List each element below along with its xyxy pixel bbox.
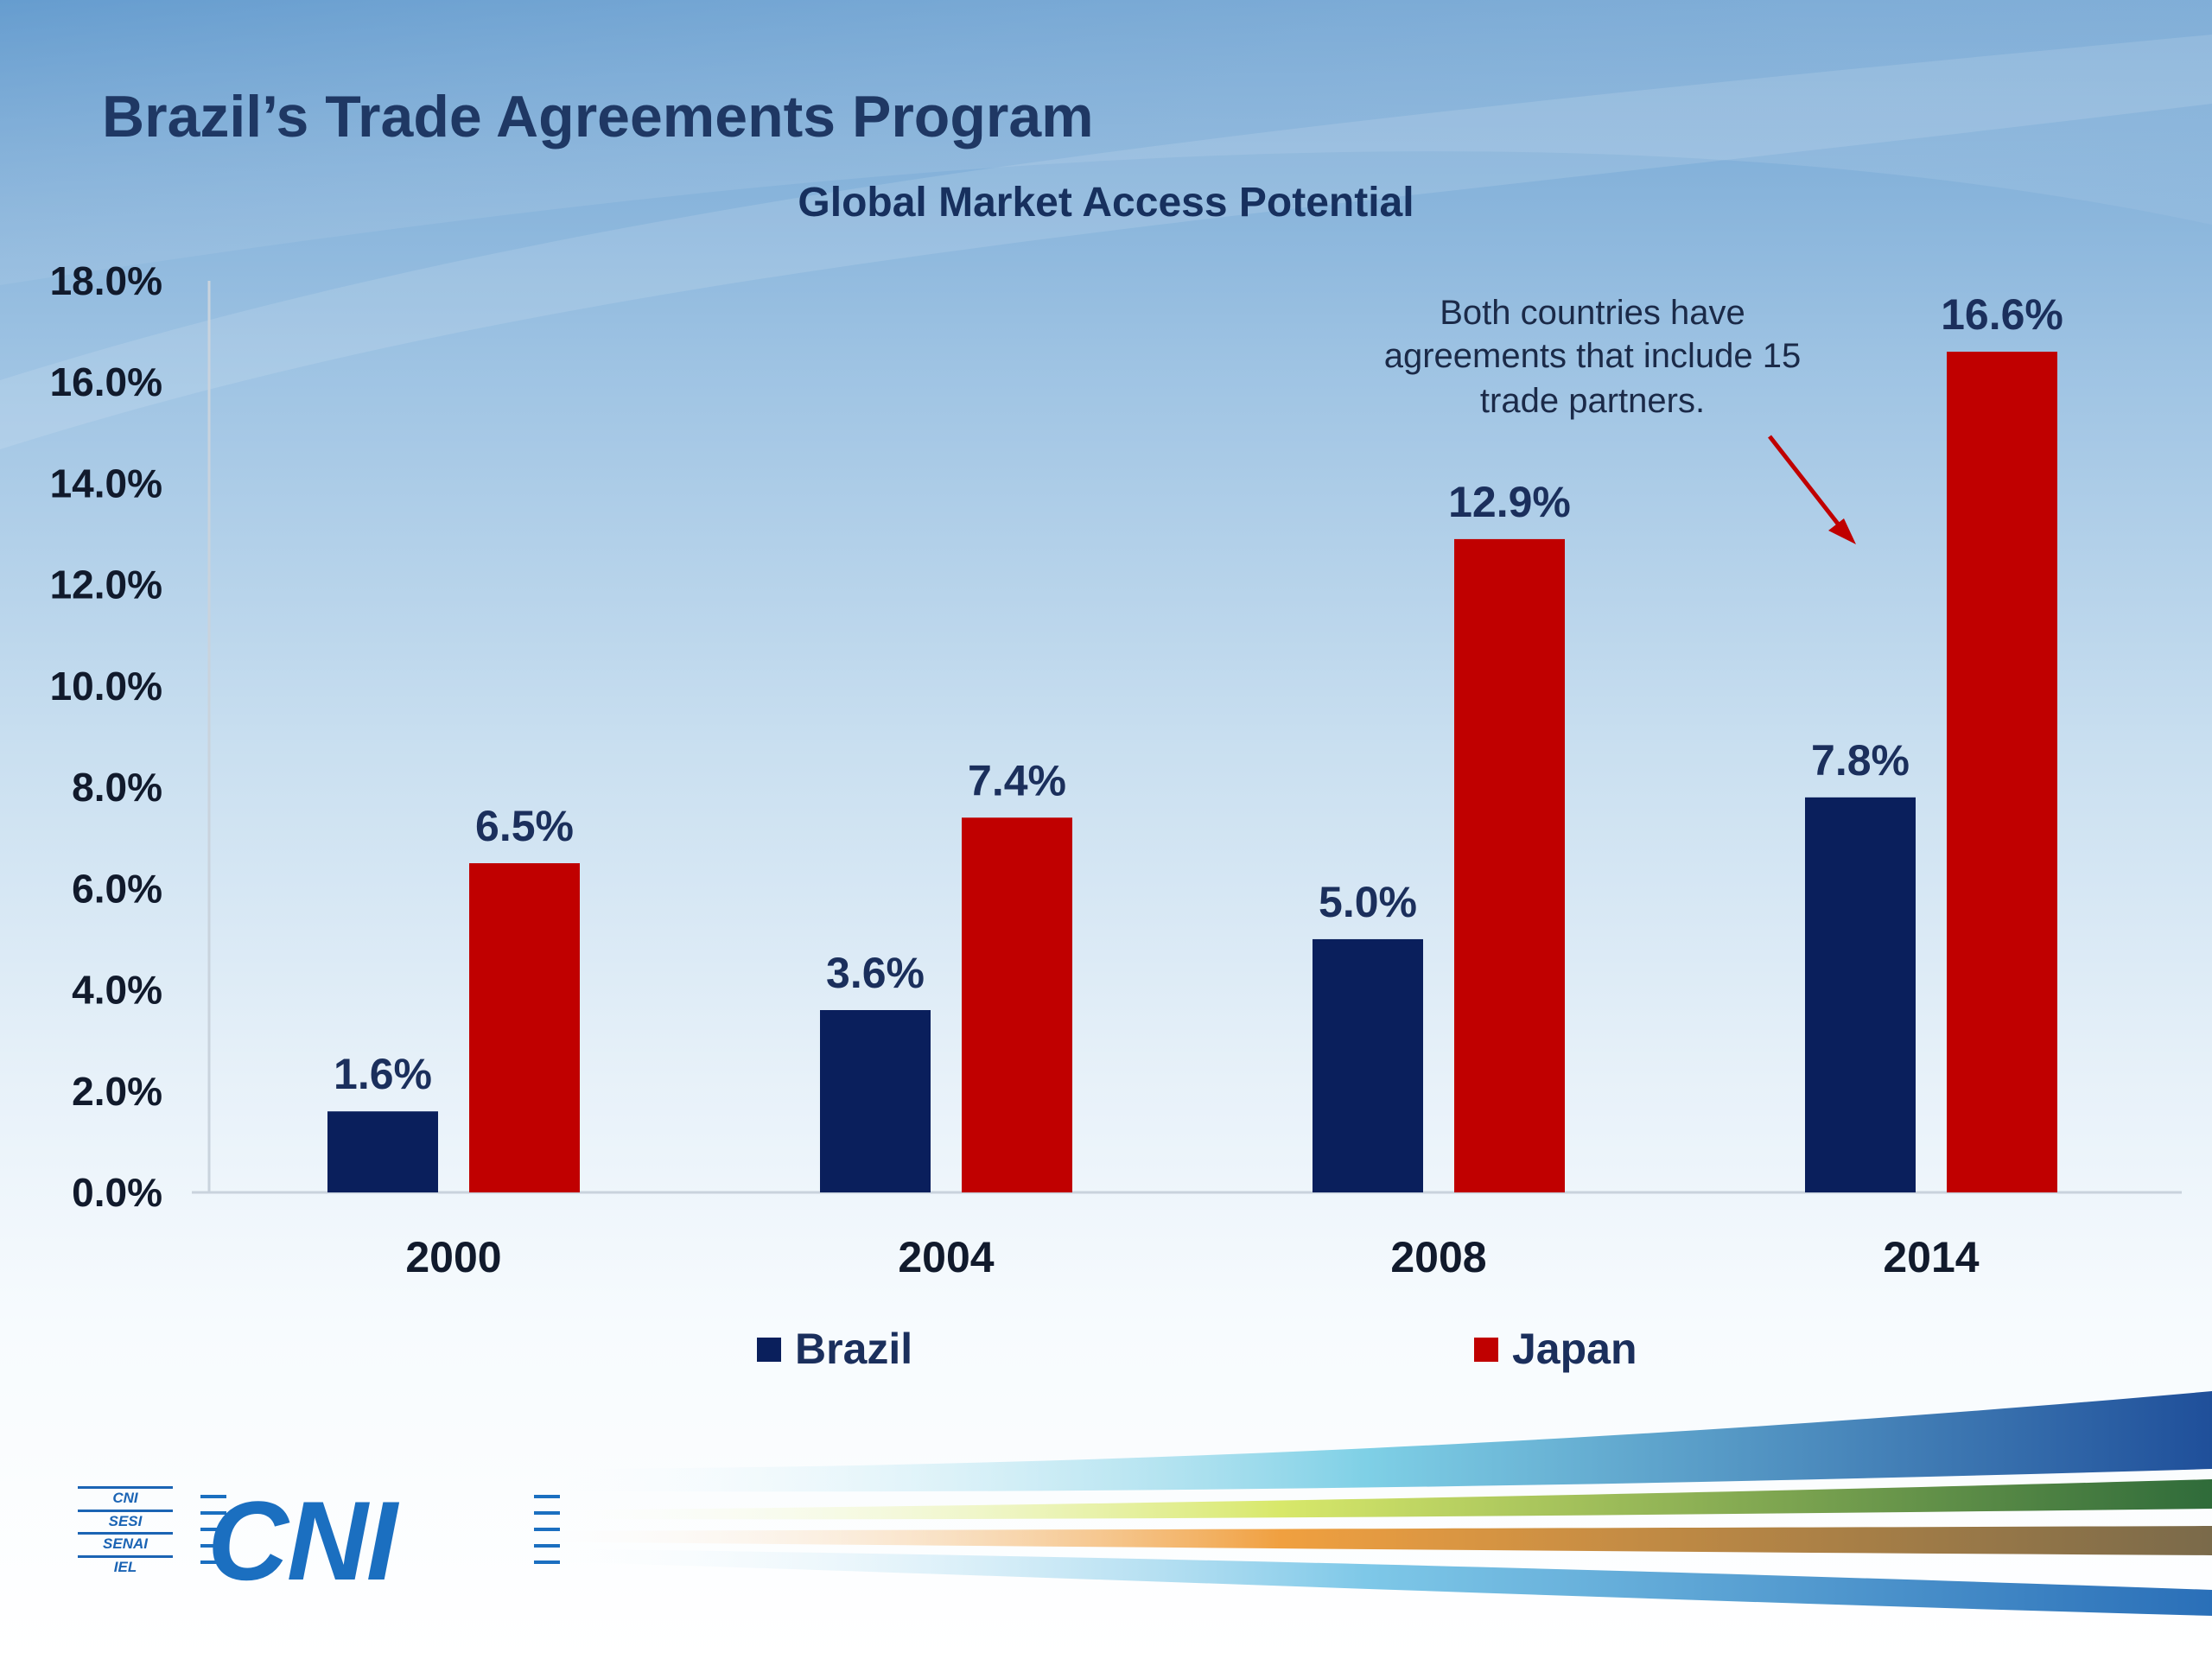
y-tick-label: 6.0% xyxy=(72,866,162,911)
bar-brazil-2014 xyxy=(1805,797,1916,1192)
page-title: Brazil’s Trade Agreements Program xyxy=(102,84,1094,149)
bars xyxy=(327,352,2057,1192)
bar-brazil-2004 xyxy=(820,1010,931,1192)
y-tick-label: 16.0% xyxy=(50,359,162,404)
bar-brazil-2000 xyxy=(327,1111,438,1192)
logo-sub-line: SENAI xyxy=(78,1532,173,1553)
x-categories: 2000 2004 2008 2014 xyxy=(405,1233,1979,1281)
logo-decor-lines-left xyxy=(200,1495,226,1585)
legend: Brazil Japan xyxy=(757,1325,1637,1373)
bar-labels: 1.6% 6.5% 3.6% 7.4% 5.0% 12.9% 7.8% 16.6% xyxy=(334,290,2063,1098)
annotation-line-2: agreements that include 15 xyxy=(1384,337,1802,375)
y-tick-label: 12.0% xyxy=(50,563,162,607)
bar-japan-2004 xyxy=(962,817,1072,1192)
data-label-japan-2014: 16.6% xyxy=(1941,290,2063,339)
y-tick-label: 18.0% xyxy=(50,258,162,303)
data-label-brazil-2000: 1.6% xyxy=(334,1050,432,1098)
bar-brazil-2008 xyxy=(1313,938,1423,1192)
legend-swatch-brazil xyxy=(757,1338,781,1362)
data-label-brazil-2008: 5.0% xyxy=(1319,878,1417,926)
x-category-label: 2004 xyxy=(898,1233,994,1281)
annotation-arrow-head xyxy=(1828,518,1856,544)
legend-label-brazil: Brazil xyxy=(795,1325,912,1373)
data-label-brazil-2004: 3.6% xyxy=(826,949,925,997)
logo-decor-lines-right xyxy=(534,1495,560,1585)
y-tick-label: 14.0% xyxy=(50,461,162,505)
annotation: Both countries have agreements that incl… xyxy=(1384,294,1856,544)
data-label-brazil-2014: 7.8% xyxy=(1811,736,1910,785)
bar-japan-2014 xyxy=(1947,352,2057,1192)
data-label-japan-2008: 12.9% xyxy=(1448,478,1571,526)
cni-logo: CNI SESI SENAI IEL CNI xyxy=(78,1478,560,1604)
logo-sub-entities: CNI SESI SENAI IEL xyxy=(78,1486,173,1576)
y-tick-label: 0.0% xyxy=(72,1170,162,1215)
y-tick-label: 10.0% xyxy=(50,664,162,709)
data-label-japan-2004: 7.4% xyxy=(968,756,1066,804)
data-label-japan-2000: 6.5% xyxy=(475,802,574,850)
x-category-label: 2008 xyxy=(1390,1233,1486,1281)
logo-sub-line: SESI xyxy=(78,1509,173,1530)
y-ticks: 0.0% 2.0% 4.0% 6.0% 8.0% 10.0% 12.0% 14.0% 16.0%… xyxy=(50,258,162,1215)
annotation-line-1: Both countries have xyxy=(1440,294,1745,332)
bar-japan-2000 xyxy=(469,863,580,1192)
x-category-label: 2000 xyxy=(405,1233,501,1281)
x-category-label: 2014 xyxy=(1883,1233,1979,1281)
logo-wordmark: CNI xyxy=(207,1478,397,1604)
chart-title: Global Market Access Potential xyxy=(798,180,1414,226)
y-tick-label: 8.0% xyxy=(72,765,162,810)
y-tick-label: 4.0% xyxy=(72,968,162,1013)
y-tick-label: 2.0% xyxy=(72,1069,162,1114)
annotation-arrow xyxy=(1768,435,1842,529)
logo-sub-line: CNI xyxy=(78,1486,173,1507)
legend-label-japan: Japan xyxy=(1512,1325,1637,1373)
logo-sub-line: IEL xyxy=(78,1554,173,1576)
annotation-line-3: trade partners. xyxy=(1480,382,1705,420)
legend-swatch-japan xyxy=(1474,1338,1498,1362)
bar-japan-2008 xyxy=(1454,538,1565,1192)
